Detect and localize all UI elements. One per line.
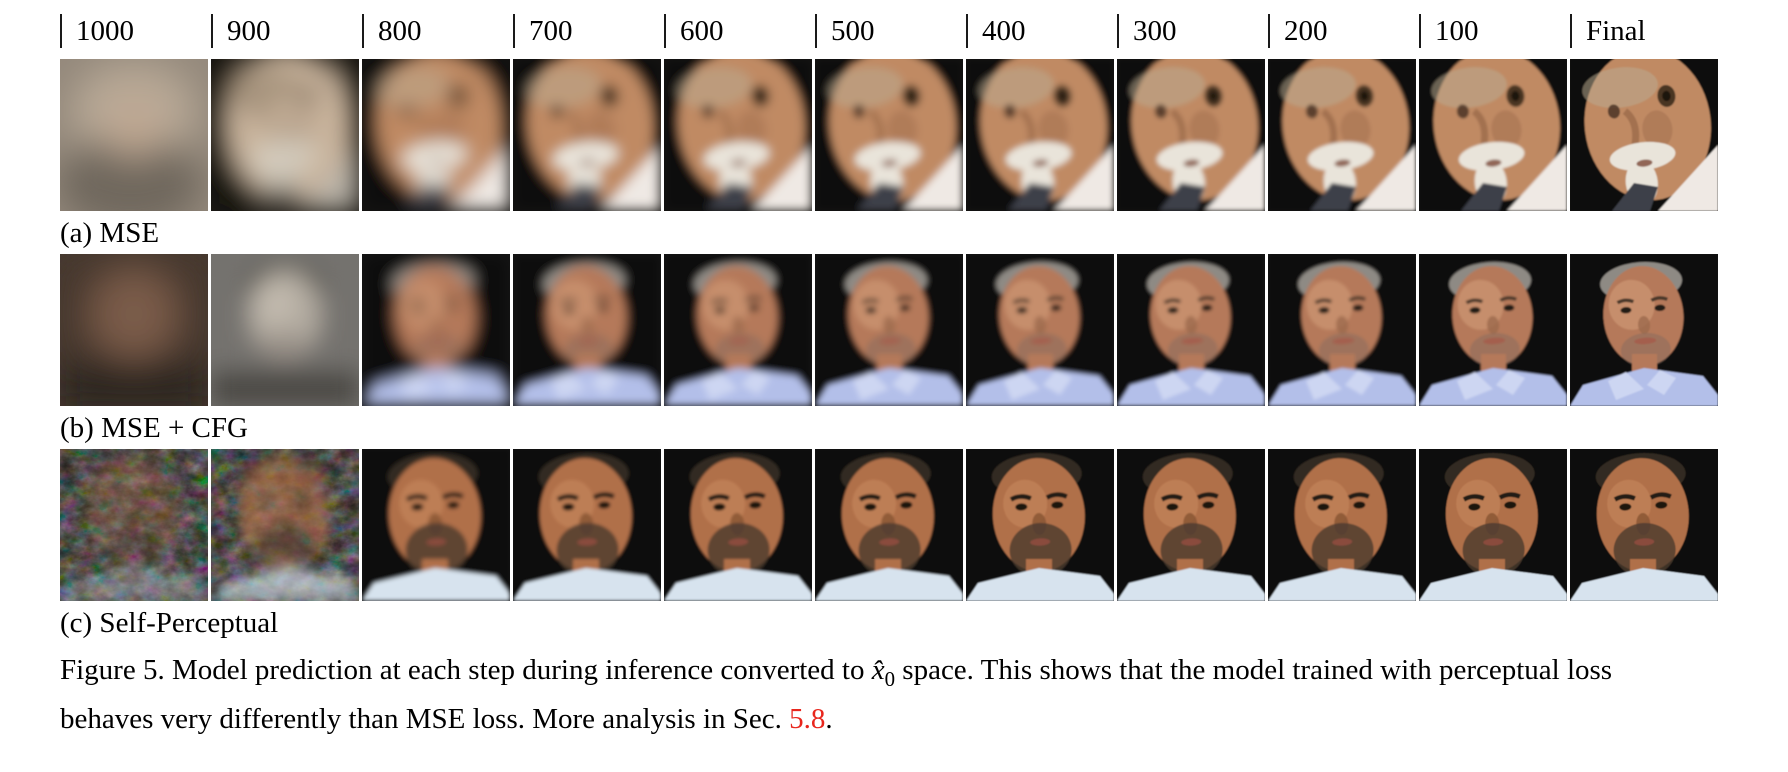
prediction-image-mse-100	[1419, 59, 1567, 211]
prediction-image-mse_cfg-200	[1268, 254, 1416, 406]
step-label: 700	[529, 14, 573, 47]
step-label: 400	[982, 14, 1026, 47]
prediction-image-self_perceptual-1000	[60, 449, 208, 601]
step-header-300: 300	[1117, 12, 1265, 50]
figure-caption: Figure 5. Model prediction at each step …	[60, 650, 1760, 739]
prediction-image-mse-900	[211, 59, 359, 211]
step-header-700: 700	[513, 12, 661, 50]
prediction-image-self_perceptual-400	[966, 449, 1114, 601]
prediction-image-mse_cfg-500	[815, 254, 963, 406]
step-header-400: 400	[966, 12, 1114, 50]
prediction-image-mse-500	[815, 59, 963, 211]
row-label-mse: (a) MSE	[60, 217, 160, 249]
prediction-image-mse-300	[1117, 59, 1265, 211]
step-label: 300	[1133, 14, 1177, 47]
section-ref-link[interactable]: 5.8	[789, 702, 826, 735]
prediction-image-self_perceptual-200	[1268, 449, 1416, 601]
prediction-image-self_perceptual-700	[513, 449, 661, 601]
step-header-100: 100	[1419, 12, 1567, 50]
prediction-image-mse_cfg-700	[513, 254, 661, 406]
prediction-image-mse_cfg-900	[211, 254, 359, 406]
step-label: 200	[1284, 14, 1328, 47]
prediction-image-mse_cfg-600	[664, 254, 812, 406]
prediction-image-self_perceptual-800	[362, 449, 510, 601]
prediction-image-mse-final	[1570, 59, 1718, 211]
figure-grid: (a) MSE (b) MSE + CFG	[60, 59, 1788, 641]
step-header-1000: 1000	[60, 12, 208, 50]
prediction-image-mse_cfg-final	[1570, 254, 1718, 406]
column-tick	[513, 14, 515, 48]
step-header-500: 500	[815, 12, 963, 50]
prediction-image-self_perceptual-300	[1117, 449, 1265, 601]
prediction-image-mse_cfg-100	[1419, 254, 1567, 406]
step-header-final: Final	[1570, 12, 1718, 50]
prediction-image-mse-400	[966, 59, 1114, 211]
prediction-image-mse_cfg-1000	[60, 254, 208, 406]
caption-text-3: behaves very differently than MSE loss. …	[60, 702, 790, 735]
prediction-image-mse-700	[513, 59, 661, 211]
column-tick	[1570, 14, 1572, 48]
figure-5-panel: 1000 900 800 700 600 500 400 300 200 100 Final (a)…	[60, 12, 1788, 739]
prediction-image-mse-800	[362, 59, 510, 211]
step-label: 900	[227, 14, 271, 47]
step-label: Final	[1586, 14, 1646, 47]
prediction-image-mse-600	[664, 59, 812, 211]
prediction-image-self_perceptual-600	[664, 449, 812, 601]
column-tick	[664, 14, 666, 48]
step-header-900: 900	[211, 12, 359, 50]
step-header-800: 800	[362, 12, 510, 50]
column-tick	[362, 14, 364, 48]
step-header-200: 200	[1268, 12, 1416, 50]
math-x-hat-0: x̂0	[871, 654, 896, 691]
column-tick	[815, 14, 817, 48]
column-tick	[60, 14, 62, 48]
image-strip-self_perceptual	[60, 449, 1788, 601]
prediction-image-self_perceptual-900	[211, 449, 359, 601]
prediction-image-mse_cfg-800	[362, 254, 510, 406]
column-tick	[1268, 14, 1270, 48]
caption-text-4: .	[825, 702, 833, 735]
row-label-mse_cfg: (b) MSE + CFG	[60, 412, 248, 444]
step-label: 800	[378, 14, 422, 47]
caption-text-1: Figure 5. Model prediction at each step …	[60, 654, 872, 686]
prediction-image-mse_cfg-400	[966, 254, 1114, 406]
row-label-self_perceptual: (c) Self-Perceptual	[60, 607, 279, 639]
step-header-600: 600	[664, 12, 812, 50]
step-label: 1000	[76, 14, 134, 47]
prediction-image-mse-1000	[60, 59, 208, 211]
step-label: 500	[831, 14, 875, 47]
step-header-row: 1000 900 800 700 600 500 400 300 200 100 Final	[60, 12, 1788, 50]
caption-text-2: space. This shows that the model trained…	[895, 654, 1613, 686]
column-tick	[1117, 14, 1119, 48]
column-tick	[1419, 14, 1421, 48]
image-strip-mse_cfg	[60, 254, 1788, 406]
prediction-image-mse_cfg-300	[1117, 254, 1265, 406]
column-tick	[966, 14, 968, 48]
prediction-image-self_perceptual-final	[1570, 449, 1718, 601]
image-strip-mse	[60, 59, 1788, 211]
prediction-image-self_perceptual-100	[1419, 449, 1567, 601]
step-label: 100	[1435, 14, 1479, 47]
prediction-image-mse-200	[1268, 59, 1416, 211]
column-tick	[211, 14, 213, 48]
step-label: 600	[680, 14, 724, 47]
prediction-image-self_perceptual-500	[815, 449, 963, 601]
